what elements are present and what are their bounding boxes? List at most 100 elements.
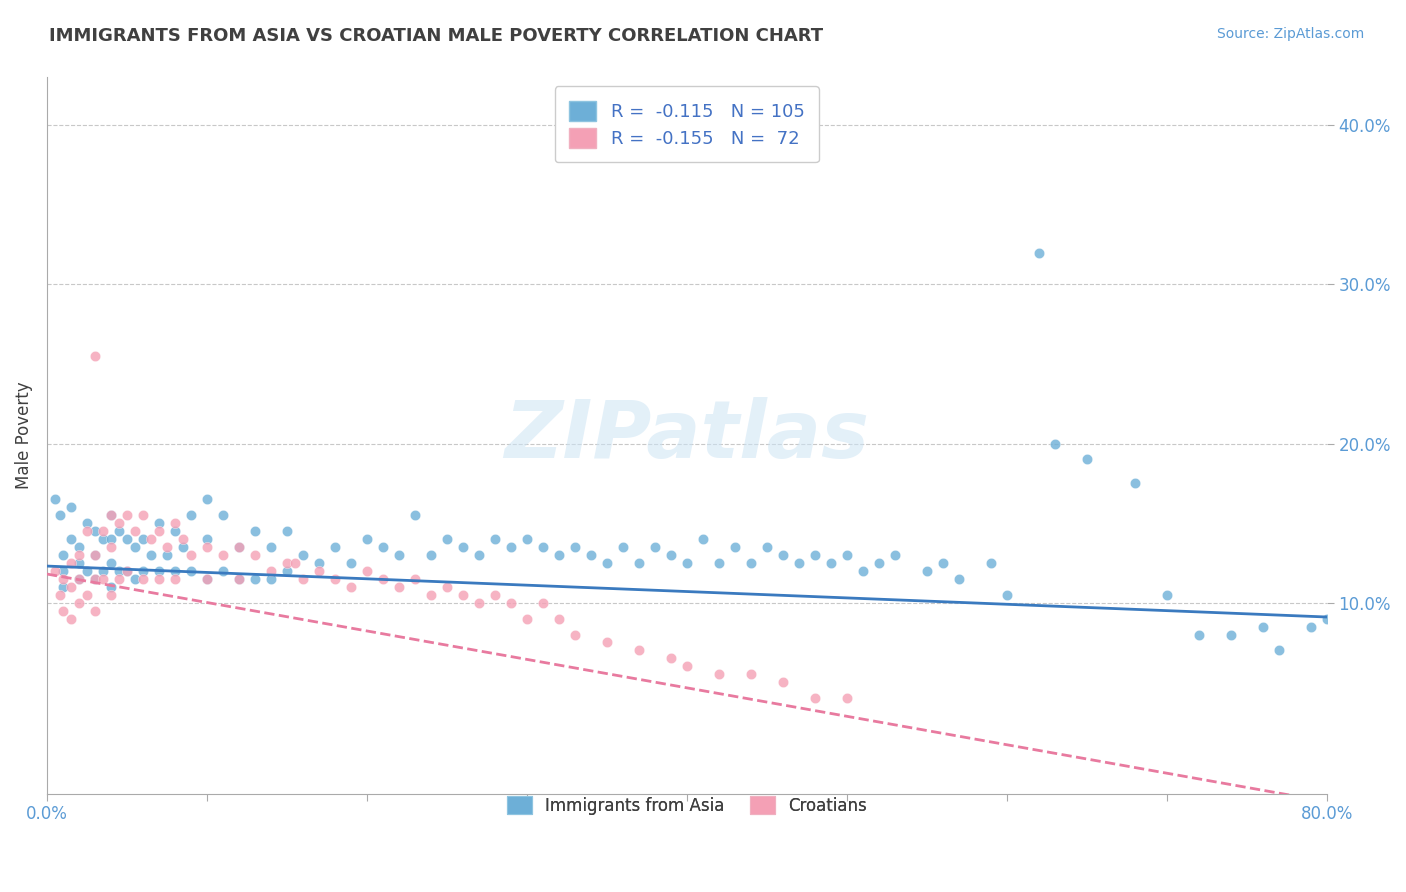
Point: [484, 588, 506, 602]
Point: [59, 500, 82, 515]
Point: [260, 540, 283, 554]
Point: [100, 508, 122, 523]
Point: [1076, 452, 1098, 467]
Point: [115, 564, 138, 578]
Point: [52, 572, 75, 586]
Point: [83, 572, 105, 586]
Point: [195, 492, 218, 507]
Point: [163, 516, 186, 530]
Point: [596, 635, 619, 649]
Point: [243, 524, 266, 538]
Point: [276, 556, 298, 570]
Point: [707, 667, 730, 681]
Point: [91, 572, 114, 586]
Point: [803, 691, 825, 706]
Point: [659, 651, 682, 665]
Point: [803, 548, 825, 562]
Point: [1188, 627, 1211, 641]
Point: [148, 524, 170, 538]
Point: [108, 572, 131, 586]
Point: [820, 556, 842, 570]
Point: [772, 548, 794, 562]
Point: [91, 532, 114, 546]
Point: [596, 556, 619, 570]
Point: [835, 691, 858, 706]
Point: [163, 564, 186, 578]
Point: [115, 564, 138, 578]
Point: [83, 548, 105, 562]
Point: [228, 540, 250, 554]
Point: [1251, 619, 1274, 633]
Point: [1267, 643, 1289, 657]
Point: [59, 532, 82, 546]
Point: [564, 627, 586, 641]
Point: [52, 604, 75, 618]
Point: [156, 548, 179, 562]
Point: [195, 572, 218, 586]
Point: [59, 556, 82, 570]
Point: [132, 532, 155, 546]
Point: [195, 572, 218, 586]
Point: [212, 508, 235, 523]
Point: [83, 548, 105, 562]
Point: [835, 548, 858, 562]
Point: [260, 572, 283, 586]
Point: [132, 572, 155, 586]
Point: [323, 572, 346, 586]
Point: [740, 667, 762, 681]
Point: [436, 532, 458, 546]
Point: [995, 588, 1018, 602]
Point: [139, 532, 162, 546]
Point: [76, 516, 98, 530]
Point: [100, 532, 122, 546]
Point: [83, 572, 105, 586]
Point: [148, 572, 170, 586]
Point: [883, 548, 905, 562]
Point: [48, 508, 70, 523]
Point: [291, 548, 314, 562]
Point: [772, 675, 794, 690]
Point: [644, 540, 666, 554]
Point: [132, 508, 155, 523]
Point: [787, 556, 810, 570]
Point: [52, 580, 75, 594]
Point: [108, 524, 131, 538]
Point: [156, 540, 179, 554]
Text: IMMIGRANTS FROM ASIA VS CROATIAN MALE POVERTY CORRELATION CHART: IMMIGRANTS FROM ASIA VS CROATIAN MALE PO…: [49, 27, 824, 45]
Point: [115, 532, 138, 546]
Point: [124, 572, 146, 586]
Point: [212, 548, 235, 562]
Point: [100, 588, 122, 602]
Point: [172, 532, 194, 546]
Point: [172, 540, 194, 554]
Point: [948, 572, 970, 586]
Point: [124, 540, 146, 554]
Point: [1156, 588, 1178, 602]
Point: [48, 588, 70, 602]
Point: [404, 572, 426, 586]
Point: [212, 564, 235, 578]
Point: [340, 580, 363, 594]
Point: [419, 548, 441, 562]
Point: [852, 564, 875, 578]
Point: [163, 524, 186, 538]
Point: [76, 588, 98, 602]
Point: [91, 524, 114, 538]
Point: [195, 532, 218, 546]
Point: [371, 572, 394, 586]
Point: [308, 564, 330, 578]
Point: [108, 516, 131, 530]
Text: Source: ZipAtlas.com: Source: ZipAtlas.com: [1216, 27, 1364, 41]
Point: [868, 556, 890, 570]
Point: [180, 508, 202, 523]
Point: [59, 611, 82, 625]
Point: [915, 564, 938, 578]
Point: [132, 564, 155, 578]
Point: [404, 508, 426, 523]
Point: [148, 516, 170, 530]
Point: [1316, 611, 1339, 625]
Point: [180, 548, 202, 562]
Point: [139, 548, 162, 562]
Point: [740, 556, 762, 570]
Point: [724, 540, 747, 554]
